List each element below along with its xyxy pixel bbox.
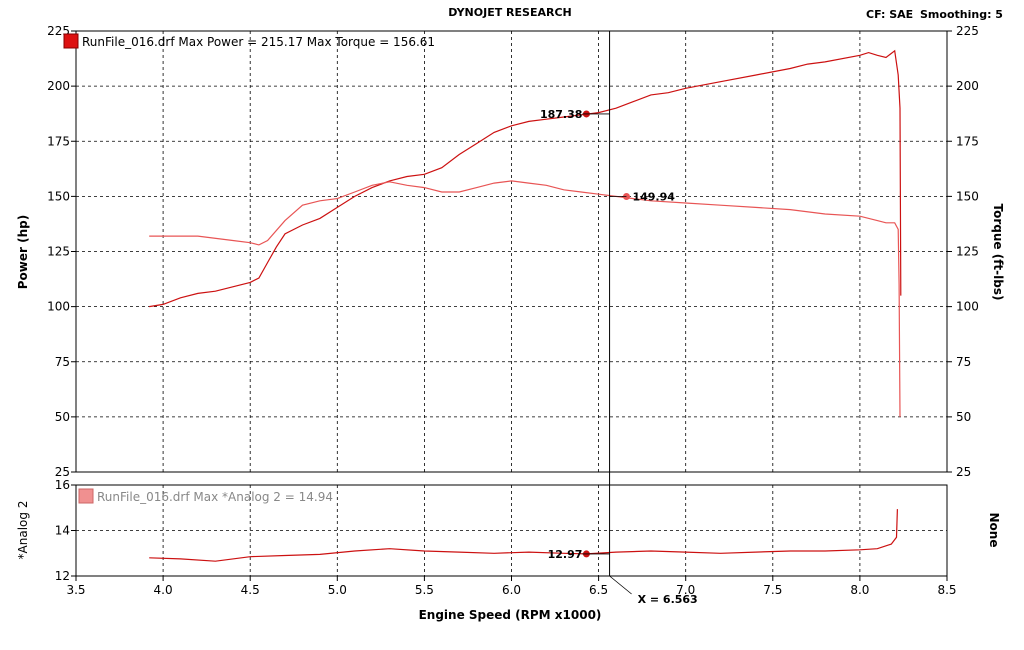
cursor-x-readout: X = 6.563: [638, 593, 698, 606]
rpm-cursor[interactable]: X = 6.563: [609, 31, 698, 606]
analog-gridlines: [76, 485, 947, 576]
x-tick-label: 7.5: [763, 583, 782, 597]
series-analog-2: [149, 509, 898, 562]
x-tick-label: 6.0: [502, 583, 521, 597]
x-axis-label: Engine Speed (RPM x1000): [419, 608, 602, 622]
analog-plot-panel: 12 14 16 12.97 RunFile_016.drf Max *Analog…: [16, 478, 1001, 583]
cursor-pointer-leader: [609, 575, 632, 595]
cursor-value-label: 12.97: [548, 548, 583, 561]
main-series-lines: [149, 49, 902, 417]
correction-factor-label: CF: SAE: [866, 8, 913, 21]
y-right-tick-label: 100: [956, 300, 979, 314]
analog-tick-label: 14: [55, 524, 70, 538]
y-left-tick-label: 200: [47, 79, 70, 93]
y-left-tick-label: 25: [55, 465, 70, 479]
legend-swatch-main[interactable]: [63, 33, 79, 49]
x-tick-label: 7.0: [676, 583, 695, 597]
x-tick-label: 4.5: [241, 583, 260, 597]
smoothing-label: Smoothing: 5: [920, 8, 1003, 21]
x-tick-label: 8.5: [937, 583, 956, 597]
y-right-tick-label: 225: [956, 24, 979, 38]
y-right-tick-label: 175: [956, 134, 979, 148]
main-plot-panel: 25 50 75 100 125 150 175 200 225 25 50 75 100 125 150…: [16, 24, 1005, 479]
x-tick-label: 4.0: [154, 583, 173, 597]
y-left-tick-label: 50: [55, 410, 70, 424]
analog-right-axis-label: None: [987, 513, 1001, 548]
analog-y-axis-label: *Analog 2: [16, 501, 30, 560]
analog-cursor-markers: 12.97: [548, 548, 610, 561]
main-legend-text: RunFile_016.drf Max Power = 215.17 Max T…: [82, 35, 435, 49]
y-left-tick-label: 100: [47, 300, 70, 314]
series-torque: [149, 180, 901, 417]
y-right-tick-label: 25: [956, 465, 971, 479]
y-left-tick-label: 150: [47, 189, 70, 203]
x-tick-label: 8.0: [850, 583, 869, 597]
main-right-axis-ticks: 25 50 75 100 125 150 175 200 225: [947, 24, 979, 479]
y-left-tick-label: 125: [47, 245, 70, 259]
y-right-tick-label: 125: [956, 245, 979, 259]
x-tick-label: 5.5: [415, 583, 434, 597]
y-right-tick-label: 200: [956, 79, 979, 93]
y-axis-left-label: Power (hp): [16, 215, 30, 289]
chart-header-title: DYNOJET RESEARCH: [448, 6, 571, 19]
y-left-tick-label: 75: [55, 355, 70, 369]
analog-tick-label: 12: [55, 569, 70, 583]
series-power: [149, 49, 902, 308]
x-tick-label: 3.5: [66, 583, 85, 597]
x-tick-label: 6.5: [589, 583, 608, 597]
main-gridlines: [76, 31, 947, 472]
main-cursor-markers: 187.38 149.94: [540, 108, 675, 204]
analog-tick-label: 16: [55, 478, 70, 492]
cursor-value-label: 149.94: [632, 191, 675, 204]
y-left-tick-label: 175: [47, 134, 70, 148]
analog-legend-text: RunFile_016.drf Max *Analog 2 = 14.94: [97, 490, 333, 504]
y-right-tick-label: 150: [956, 189, 979, 203]
y-axis-right-label: Torque (ft-lbs): [991, 204, 1005, 301]
x-axis-ticks: 3.5 4.0 4.5 5.0 5.5 6.0 6.5 7.0 7.5 8.0 8.5: [66, 576, 957, 597]
x-tick-label: 5.0: [328, 583, 347, 597]
cursor-value-label: 187.38: [540, 108, 582, 121]
legend-swatch-analog[interactable]: [78, 488, 94, 504]
analog-left-axis-ticks: 12 14 16: [55, 478, 76, 583]
y-right-tick-label: 50: [956, 410, 971, 424]
y-right-tick-label: 75: [956, 355, 971, 369]
analog-series-line: [149, 509, 898, 562]
